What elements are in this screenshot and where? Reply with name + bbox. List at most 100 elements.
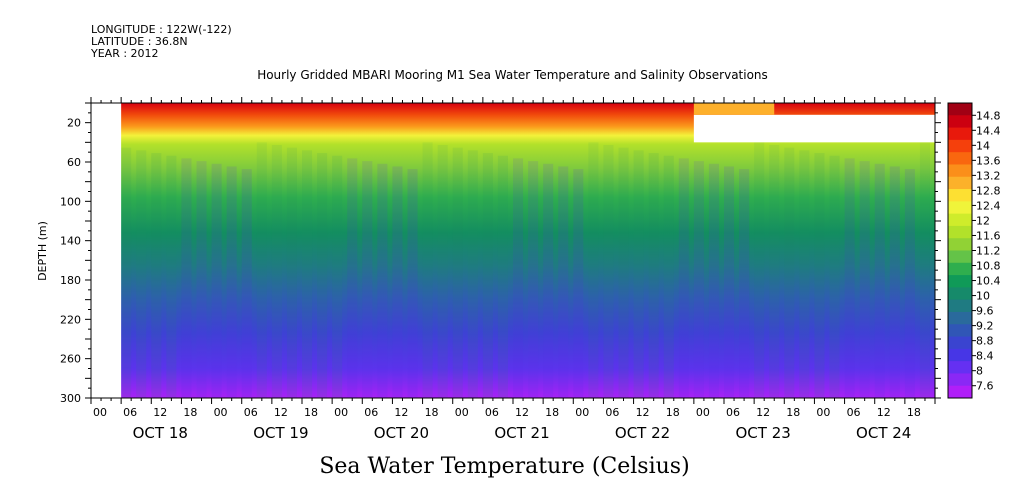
variability-streak: [889, 166, 900, 398]
variability-streak: [226, 166, 237, 398]
y-tick-label: 60: [67, 156, 81, 169]
missing-data-surface: [693, 114, 935, 143]
x-hour-label: 06: [244, 406, 258, 419]
x-hour-label: 00: [214, 406, 228, 419]
variability-streak: [739, 169, 750, 398]
colorbar-label: 10.8: [976, 260, 1001, 273]
variability-streak: [618, 147, 629, 398]
chart-title: Hourly Gridded MBARI Mooring M1 Sea Wate…: [257, 68, 768, 82]
colorbar-label: 12: [976, 214, 990, 227]
x-hour-label: 18: [425, 406, 439, 419]
colorbar-segment: [948, 275, 972, 288]
variability-streak: [663, 155, 674, 398]
variability-streak: [708, 163, 719, 398]
variability-streak: [829, 155, 840, 398]
x-date-label: OCT 20: [374, 424, 429, 442]
variability-streak: [528, 161, 539, 398]
variability-streak: [678, 158, 689, 398]
variability-streak: [784, 147, 795, 398]
variability-streak: [362, 161, 373, 398]
colorbar-segment: [948, 152, 972, 165]
colorbar-segment: [948, 164, 972, 178]
colorbar-segment: [948, 103, 972, 116]
colorbar-segment: [948, 361, 972, 374]
colorbar-label: 7.6: [976, 380, 994, 393]
variability-streak: [573, 169, 584, 398]
colorbar-label: 13.2: [976, 169, 1001, 182]
colorbar-label: 11.6: [976, 229, 1001, 242]
colorbar-label: 14.8: [976, 109, 1001, 122]
longitude-label: LONGITUDE : 122W(-122): [91, 23, 232, 36]
colorbar-label: 8: [976, 365, 983, 378]
y-axis-label: DEPTH (m): [36, 221, 49, 281]
variability-streak: [754, 142, 765, 398]
x-hour-label: 12: [756, 406, 770, 419]
x-hour-label: 18: [304, 406, 318, 419]
x-hour-label: 00: [334, 406, 348, 419]
x-date-label: OCT 18: [133, 424, 188, 442]
variability-streak: [844, 158, 855, 398]
colorbar-label: 8.4: [976, 350, 994, 363]
colorbar-segment: [948, 127, 972, 141]
x-hour-label: 00: [455, 406, 469, 419]
colorbar-segment: [948, 189, 972, 202]
variability-streak: [814, 153, 825, 398]
colorbar-label: 8.8: [976, 335, 994, 348]
colorbar-segment: [948, 201, 972, 215]
colorbar-segment: [948, 238, 972, 251]
variability-streak: [497, 155, 508, 398]
variability-streak: [543, 163, 554, 398]
variability-streak: [332, 155, 343, 398]
colorbar-segment: [948, 287, 972, 301]
x-hour-label: 06: [123, 406, 137, 419]
colorbar-segment: [948, 373, 972, 387]
colorbar-segment: [948, 299, 972, 313]
variability-streak: [693, 161, 704, 398]
variability-streak: [603, 145, 614, 398]
variability-streak: [467, 150, 478, 398]
variability-streak: [256, 142, 267, 398]
variability-streak: [799, 150, 810, 398]
colorbar-label: 9.2: [976, 320, 994, 333]
colorbar-label: 11.2: [976, 245, 1001, 258]
x-hour-label: 18: [907, 406, 921, 419]
colorbar-label: 14: [976, 139, 990, 152]
colorbar-label: 9.6: [976, 305, 994, 318]
variability-streak: [919, 142, 930, 398]
colorbar-label: 10.4: [976, 275, 1001, 288]
variability-streak: [241, 169, 252, 398]
missing-data-left: [91, 103, 122, 398]
colorbar-segment: [948, 115, 972, 129]
colorbar-label: 12.4: [976, 199, 1001, 212]
variability-streak: [769, 145, 780, 398]
x-hour-label: 18: [666, 406, 680, 419]
x-hour-label: 06: [726, 406, 740, 419]
x-hour-label: 18: [786, 406, 800, 419]
variability-streak: [211, 163, 222, 398]
x-hour-label: 00: [696, 406, 710, 419]
colorbar-segment: [948, 176, 972, 190]
plot-area: [91, 103, 935, 398]
x-hour-label: 12: [877, 406, 891, 419]
colorbar-segment: [948, 311, 972, 325]
x-date-label: OCT 23: [735, 424, 790, 442]
variability-streak: [513, 158, 524, 398]
temperature-field: [91, 103, 935, 398]
y-tick-label: 20: [67, 117, 81, 130]
variability-streak: [437, 145, 448, 398]
colorbar-segment: [948, 336, 972, 350]
variability-streak: [452, 147, 463, 398]
variability-streak: [166, 155, 177, 398]
x-hour-label: 00: [575, 406, 589, 419]
variability-streak: [558, 166, 569, 398]
x-hour-label: 18: [183, 406, 197, 419]
x-hour-label: 06: [364, 406, 378, 419]
variability-streak: [392, 166, 403, 398]
colorbar-label: 14.4: [976, 124, 1001, 137]
variability-streak: [136, 150, 147, 398]
colorbar-segment: [948, 213, 972, 227]
colorbar-label: 12.8: [976, 184, 1001, 197]
x-date-label: OCT 21: [494, 424, 549, 442]
colorbar-segment: [948, 139, 972, 153]
x-date-label: OCT 24: [856, 424, 911, 442]
